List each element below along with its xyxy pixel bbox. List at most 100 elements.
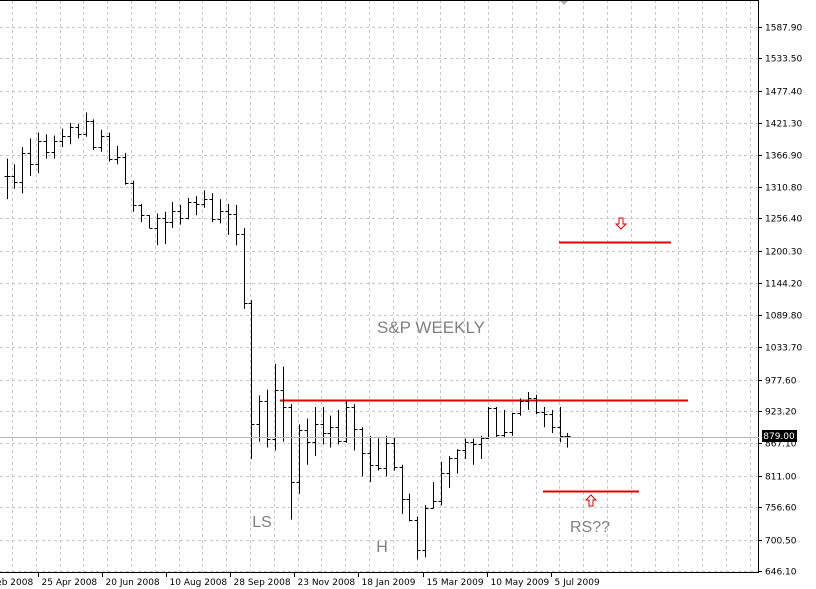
ohlc-bar [312,407,319,457]
ohlc-bar [406,493,413,522]
ohlc-bar [375,438,382,471]
down-arrow-icon [614,217,628,230]
y-tick-label: 700.50 [765,537,797,547]
ohlc-bar [501,409,508,438]
arrows [584,217,628,507]
grid-lines [0,0,758,572]
ohlc-bar [169,201,176,228]
ohlc-bar [27,138,34,176]
ohlc-bar [122,152,129,185]
ohlc-bar [327,415,334,448]
x-axis: Feb 2008 25 Apr 2008 20 Jun 2008 10 Aug 200… [0,572,600,588]
y-tick-label: 923.20 [765,408,797,418]
ohlc-bar [185,197,192,220]
ohlc-bar [59,128,66,148]
ohlc-bar [264,389,271,448]
ohlc-bar [509,412,516,436]
ohlc-bar [201,190,208,208]
y-tick-label: 1366.90 [765,152,802,162]
annotation-h: H [376,539,388,556]
ohlc-bar [106,132,113,162]
ohlc-bar [438,461,445,506]
ohlc-bar [288,404,295,520]
x-tick-label: 20 Jun 2008 [106,578,160,588]
ohlc-bar [359,427,366,477]
ohlc-bar [51,135,58,159]
ohlc-bar [83,112,90,137]
ohlc-bar [256,395,263,442]
ohlc-bar [462,438,469,459]
x-tick-label: 18 Jan 2009 [362,578,416,588]
ohlc-bar [525,391,532,410]
y-tick-label: 867.10 [765,440,797,450]
y-tick-label: 1421.30 [765,120,802,130]
ohlc-bar [98,129,105,152]
ohlc-bar [430,482,437,509]
ohlc-bar [241,227,248,309]
ohlc-bar [414,516,421,560]
y-tick-label: 1310.80 [765,184,802,194]
ohlc-bar [296,424,303,494]
ohlc-bar [11,164,18,189]
ohlc-bar [422,505,429,558]
x-tick-label: Feb 2008 [0,578,33,588]
ohlc-bar [493,407,500,438]
ohlc-bar [162,211,169,245]
y-tick-label: 646.10 [765,568,797,578]
y-tick-label: 756.60 [765,504,797,514]
ohlc-bar [19,147,26,194]
ohlc-bar [209,193,216,223]
ohlc-bar [4,158,11,200]
x-tick-label: 10 May 2009 [491,578,550,588]
x-tick-label: 25 Apr 2008 [42,578,98,588]
x-tick-label: 23 Nov 2008 [298,578,356,588]
up-arrow-icon [584,494,598,507]
y-tick-label: 1033.70 [765,344,802,354]
ohlc-bar [335,409,342,445]
ohlc-bar [90,119,97,150]
y-tick-label: 1089.80 [765,312,802,322]
drawn-levels [280,241,688,493]
ohlc-bar [391,437,398,471]
ohlc-bar [146,215,153,229]
ohlc-bar [517,398,524,416]
y-tick-label: 1200.30 [765,248,802,258]
ohlc-bar [320,407,327,445]
ohlc-bar [485,407,492,439]
y-tick-label: 1256.40 [765,215,802,225]
ohlc-bar [564,433,571,448]
y-tick-label: 811.00 [765,473,797,483]
ohlc-bar [351,404,358,451]
ohlc-bar [138,203,145,223]
ohlc-bar [217,199,224,224]
ohlc-bar [557,407,564,443]
ohlc-bar [272,363,279,451]
scroll-marker-icon [559,0,569,5]
ohlc-bar [248,300,255,459]
ohlc-bar [75,123,82,139]
y-tick-label: 1533.50 [765,55,802,65]
y-tick-label: 977.60 [765,377,797,387]
ohlc-bar [383,435,390,477]
x-tick-label: 5 Jul 2009 [555,578,600,588]
ohlc-bar [177,204,184,225]
ohlc-bar [130,180,137,212]
x-tick-label: 10 Aug 2008 [170,578,228,588]
last-price-box [762,430,797,442]
ohlc-bar [533,394,540,414]
ohlc-bar [43,134,50,159]
y-tick-label: 1144.20 [765,280,802,290]
ohlc-bar [193,196,200,216]
ohlc-bar [67,122,74,145]
ohlc-bar [549,409,556,434]
x-tick-label: 28 Sep 2008 [234,578,291,588]
ohlc-bar [225,203,232,235]
ohlc-bar [154,213,161,246]
ohlc-bar [446,456,453,488]
ohlc-bar [233,204,240,246]
annotations: S&P WEEKLY LS H RS?? [252,318,610,556]
last-price-label: 879.00 [763,432,795,442]
ohlc-bar [470,438,477,465]
ohlc-bar [304,418,311,465]
